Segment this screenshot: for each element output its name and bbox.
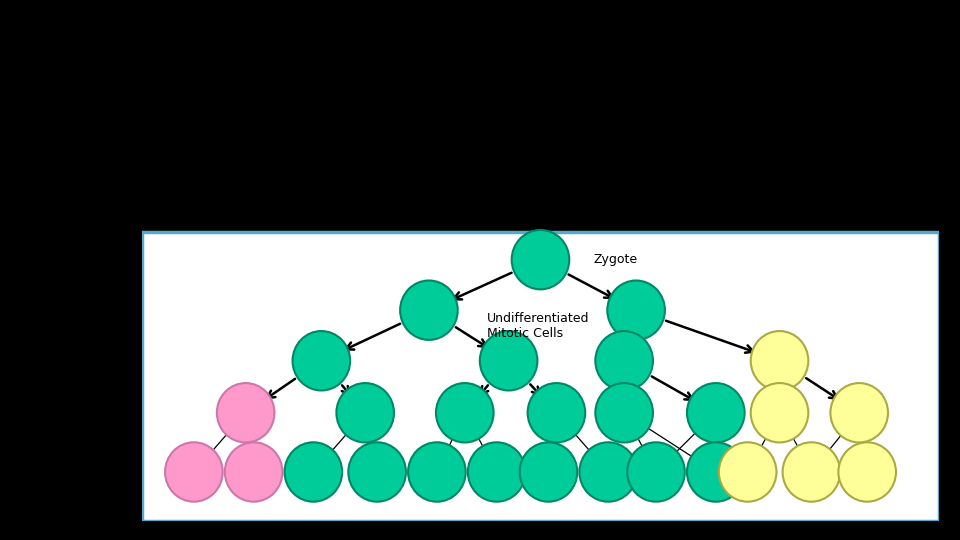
Ellipse shape bbox=[284, 442, 342, 502]
Ellipse shape bbox=[595, 383, 653, 442]
Ellipse shape bbox=[608, 280, 665, 340]
Ellipse shape bbox=[751, 383, 808, 442]
Ellipse shape bbox=[782, 442, 840, 502]
Text: Undifferentiated
Mitotic Cells: Undifferentiated Mitotic Cells bbox=[487, 313, 589, 340]
Ellipse shape bbox=[687, 442, 745, 502]
Text: •: • bbox=[187, 178, 200, 198]
Text: Zygote: Zygote bbox=[593, 253, 637, 266]
Ellipse shape bbox=[293, 331, 350, 390]
Ellipse shape bbox=[595, 331, 653, 390]
Bar bbox=[939, 0, 960, 540]
Bar bbox=[142, 521, 939, 540]
Ellipse shape bbox=[165, 442, 223, 502]
Ellipse shape bbox=[348, 442, 406, 502]
Ellipse shape bbox=[512, 230, 569, 289]
Ellipse shape bbox=[217, 383, 275, 442]
Ellipse shape bbox=[719, 442, 777, 502]
Ellipse shape bbox=[336, 383, 394, 442]
Ellipse shape bbox=[519, 442, 577, 502]
Ellipse shape bbox=[580, 442, 637, 502]
Ellipse shape bbox=[627, 442, 684, 502]
Ellipse shape bbox=[751, 331, 808, 390]
Ellipse shape bbox=[400, 280, 458, 340]
Ellipse shape bbox=[687, 383, 745, 442]
Ellipse shape bbox=[480, 331, 538, 390]
Ellipse shape bbox=[408, 442, 466, 502]
FancyBboxPatch shape bbox=[142, 232, 939, 521]
Ellipse shape bbox=[830, 383, 888, 442]
Ellipse shape bbox=[225, 442, 282, 502]
Ellipse shape bbox=[528, 383, 586, 442]
Ellipse shape bbox=[838, 442, 896, 502]
Text: Mutations which occur after fertilization, only affecting a
portion of one fetus: Mutations which occur after fertilizatio… bbox=[206, 178, 717, 221]
Ellipse shape bbox=[436, 383, 493, 442]
Ellipse shape bbox=[468, 442, 525, 502]
Bar bbox=[0, 0, 142, 540]
Text: Germ Line Mutations: Germ Line Mutations bbox=[197, 81, 556, 110]
